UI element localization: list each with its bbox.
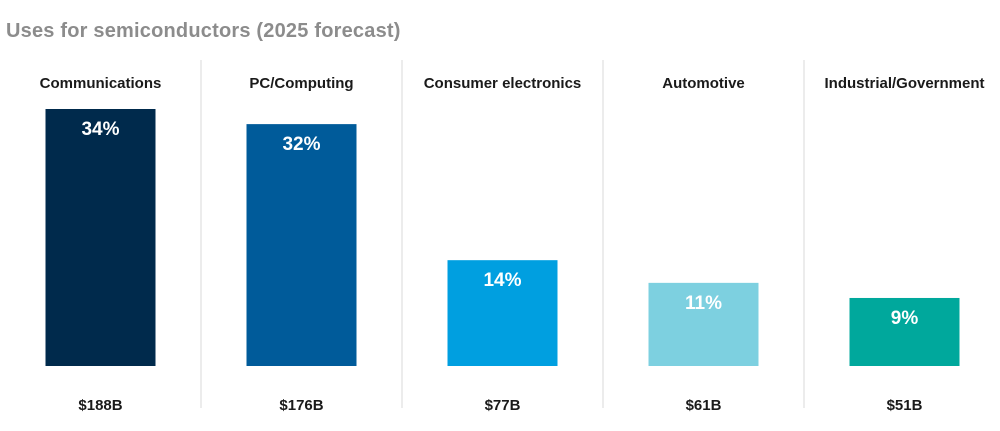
revenue-label-pc-computing: $176B xyxy=(279,397,323,414)
category-label-pc-computing: PC/Computing xyxy=(249,75,353,92)
bar-communications xyxy=(45,109,156,366)
category-label-communications: Communications xyxy=(40,75,162,92)
percent-label-consumer-electronics: 14% xyxy=(483,270,521,291)
revenue-label-industrial-government: $51B xyxy=(887,397,923,414)
revenue-label-consumer-electronics: $77B xyxy=(485,397,521,414)
bar-consumer-electronics xyxy=(447,260,558,366)
percent-label-industrial-government: 9% xyxy=(891,308,919,329)
category-label-automotive: Automotive xyxy=(662,75,745,92)
category-label-consumer-electronics: Consumer electronics xyxy=(424,75,582,92)
bar-industrial-government xyxy=(849,297,960,366)
revenue-label-communications: $188B xyxy=(78,397,122,414)
bar-pc-computing xyxy=(246,124,357,366)
percent-label-pc-computing: 32% xyxy=(282,134,320,155)
bar-automotive xyxy=(648,282,759,366)
percent-label-automotive: 11% xyxy=(685,293,722,314)
revenue-label-automotive: $61B xyxy=(686,397,722,414)
percent-label-communications: 34% xyxy=(81,119,119,140)
chart-title: Uses for semiconductors (2025 forecast) xyxy=(6,20,401,42)
category-label-industrial-government: Industrial/Government xyxy=(824,75,984,92)
